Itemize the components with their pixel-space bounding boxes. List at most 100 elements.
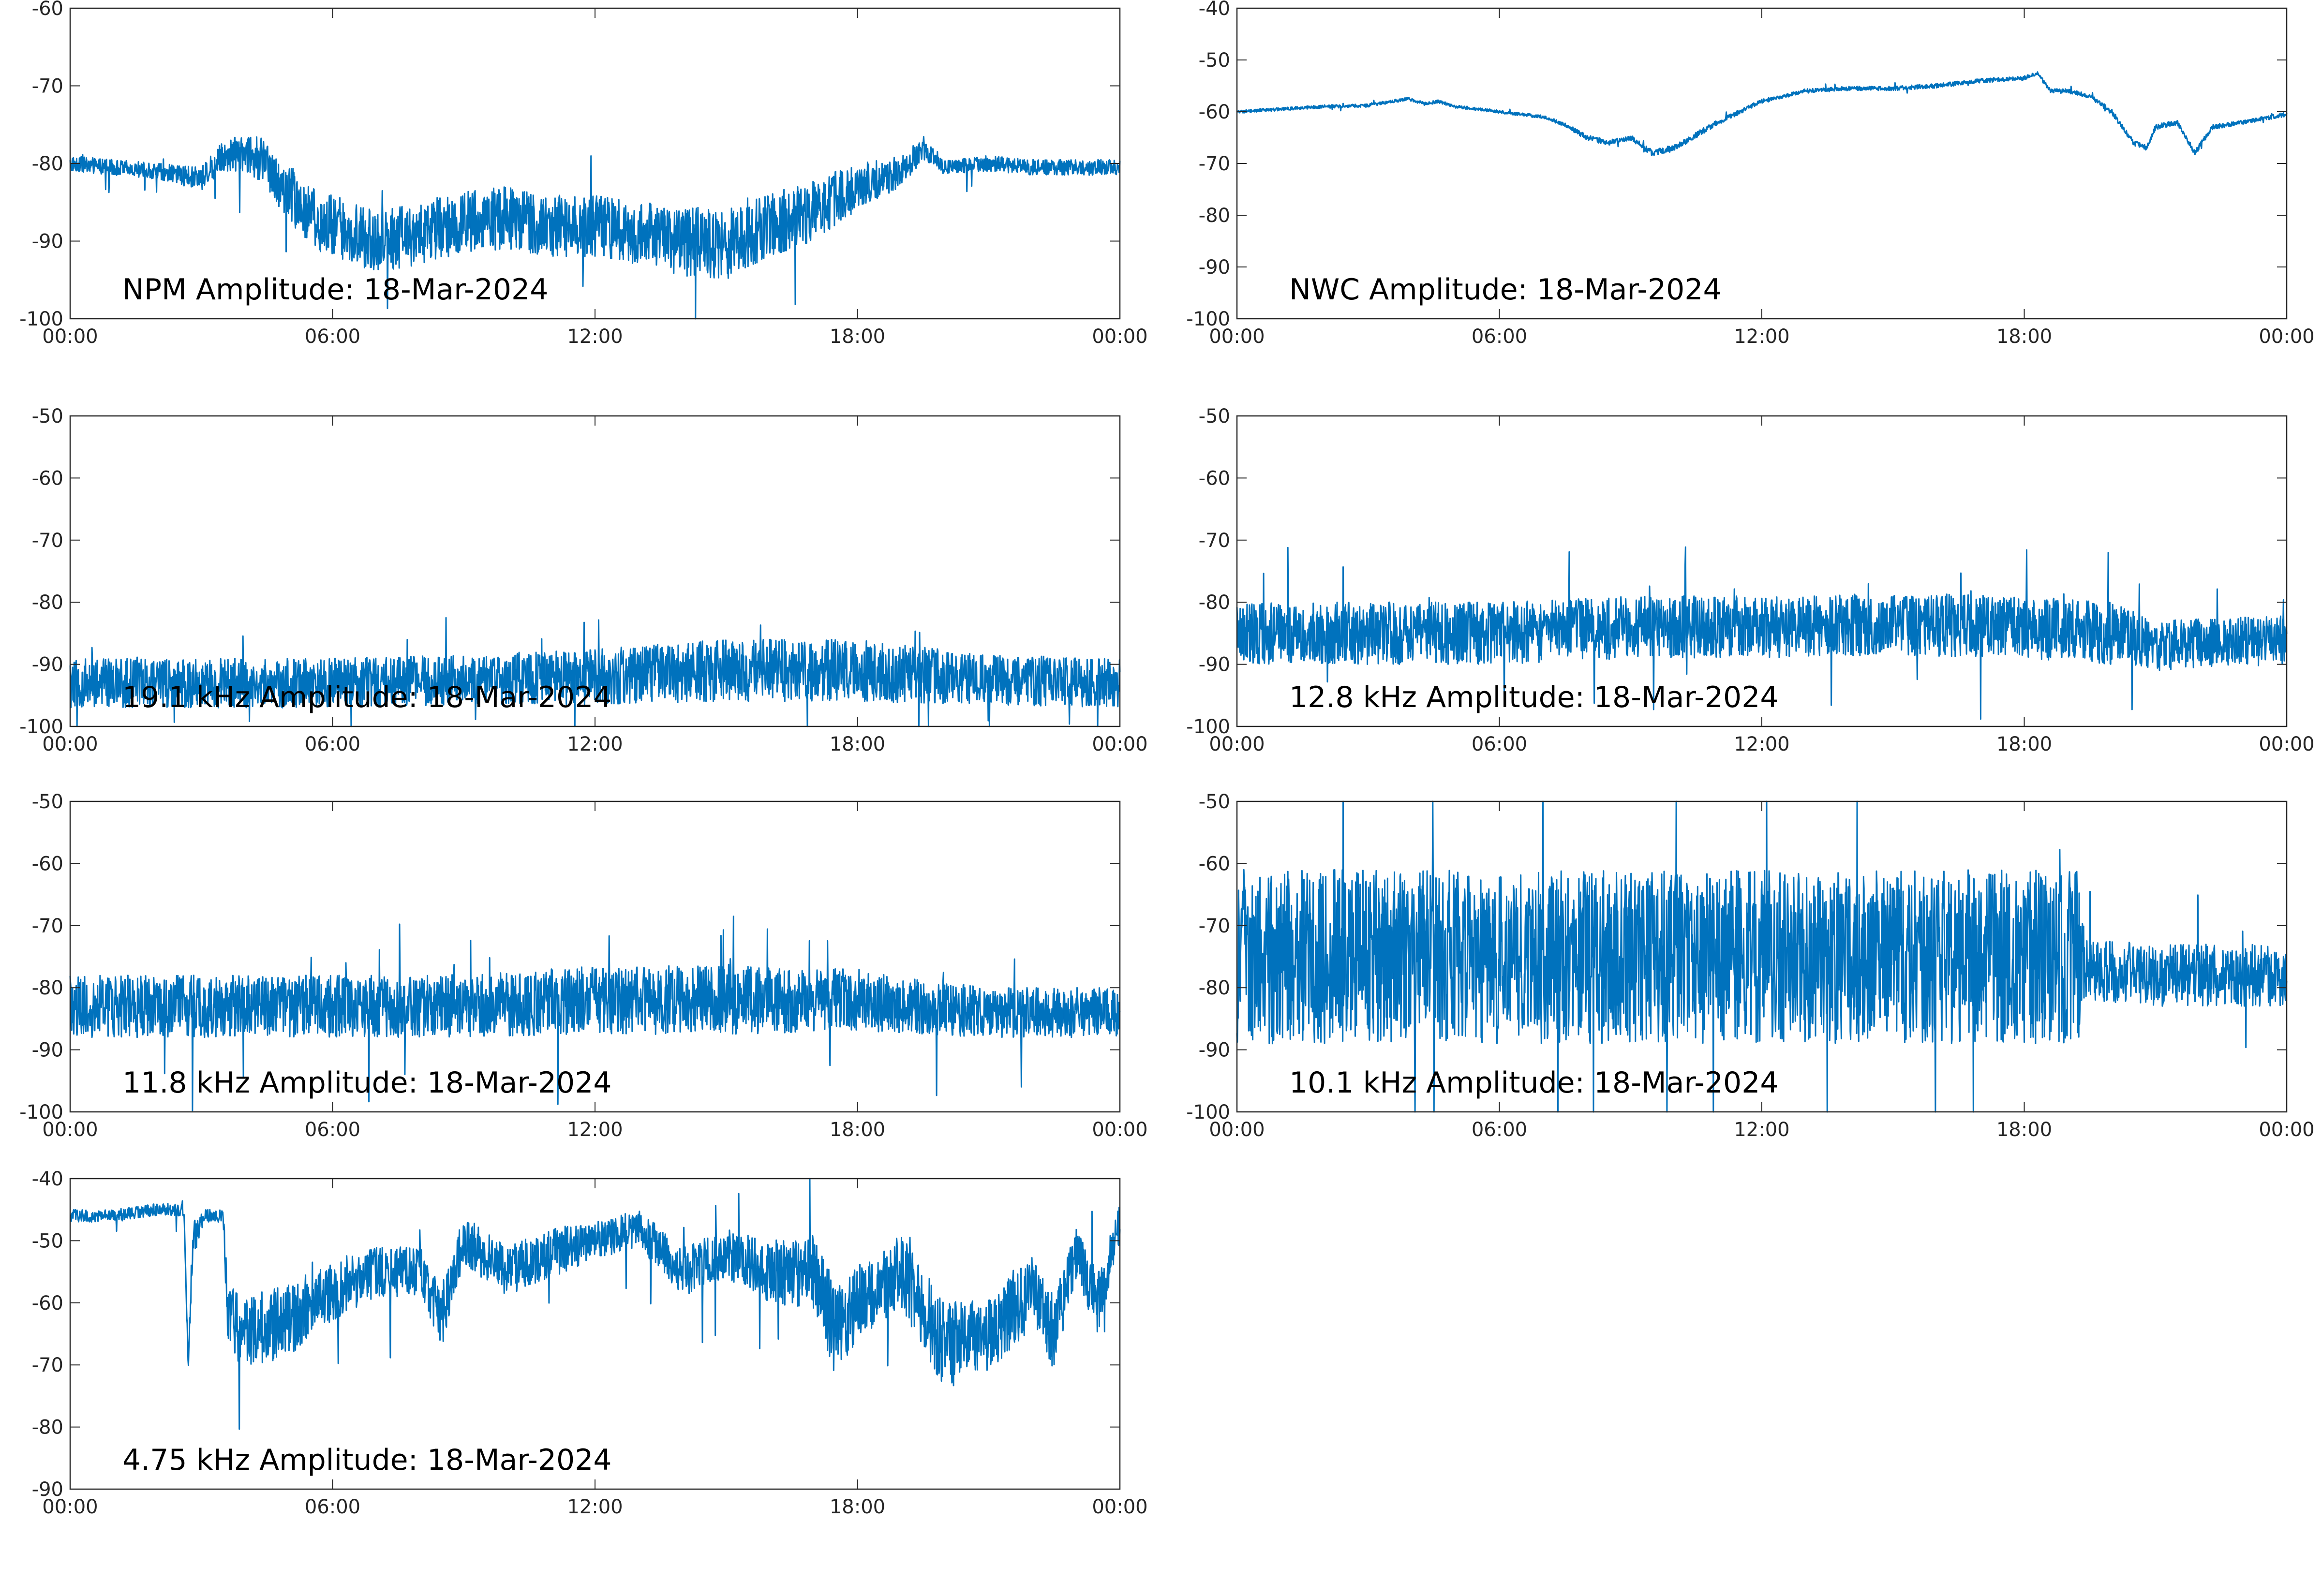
axes-box [69,800,1121,1113]
x-tick-label: 12:00 [1734,325,1789,348]
y-tick-label: -100 [1186,716,1230,738]
x-tick-label: 00:00 [1092,1119,1147,1141]
y-tick-label: -60 [32,467,63,489]
x-tick-label: 18:00 [1996,733,2052,755]
y-tick-label: -80 [32,153,63,175]
signal-trace [1236,800,2288,1113]
y-tick-label: -90 [32,231,63,253]
x-tick-label: 06:00 [305,733,360,755]
y-tick-label: -60 [32,0,63,20]
y-tick-label: -60 [1199,101,1230,123]
x-tick-label: 12:00 [1734,733,1789,755]
axes-box [1236,415,2288,727]
y-tick-label: -80 [32,977,63,999]
signal-trace [1236,71,2288,156]
y-tick-label: -100 [1186,1101,1230,1123]
chart-panel-6: 00:00 06:00 12:00 18:00 00:00 -50 -60 -70 -80 -90… [1186,791,2314,1141]
x-tick-label: 18:00 [830,325,885,348]
y-tick-label: -50 [32,1230,63,1252]
x-tick-label: 00:00 [1209,733,1265,755]
y-tick-label: -40 [1199,0,1230,20]
x-tick-label: 06:00 [1472,325,1527,348]
x-tick-label: 12:00 [567,325,623,348]
y-tick-label: -70 [1199,530,1230,552]
panel-title: 10.1 kHz Amplitude: 18-Mar-2024 [1289,1066,1779,1100]
x-tick-label: 00:00 [1092,733,1147,755]
x-tick-label: 00:00 [1092,1496,1147,1518]
panel-title: 11.8 kHz Amplitude: 18-Mar-2024 [122,1066,612,1100]
y-tick-label: -70 [32,1354,63,1376]
x-tick-label: 18:00 [1996,1119,2052,1141]
y-tick-label: -70 [1199,915,1230,937]
y-tick-label: -60 [32,1292,63,1315]
y-tick-label: -90 [32,1478,63,1501]
y-tick-label: -50 [32,791,63,813]
y-tick-label: -80 [1199,977,1230,999]
x-tick-label: 12:00 [1734,1119,1789,1141]
x-tick-label: 06:00 [305,325,360,348]
y-tick-label: -70 [32,75,63,98]
y-tick-label: -80 [32,1417,63,1439]
x-tick-label: 18:00 [830,1496,885,1518]
x-tick-label: 12:00 [567,1496,623,1518]
y-tick-label: -70 [1199,153,1230,175]
x-tick-label: 00:00 [1209,325,1265,348]
axes-box [1236,7,2288,320]
y-tick-label: -70 [32,530,63,552]
y-tick-label: -100 [19,308,63,330]
chart-panel-4: 00:00 06:00 12:00 18:00 00:00 -50 -60 -70 -80 -90… [1186,405,2314,755]
panel-title: 4.75 kHz Amplitude: 18-Mar-2024 [122,1443,612,1477]
y-tick-label: -90 [32,1039,63,1062]
panel-title: 12.8 kHz Amplitude: 18-Mar-2024 [1289,680,1779,714]
signal-trace [1236,546,2288,720]
y-tick-label: -100 [19,716,63,738]
signal-trace [69,617,1121,727]
y-tick-label: -50 [1199,49,1230,72]
x-tick-label: 00:00 [42,325,98,348]
chart-panel-7: 00:00 06:00 12:00 18:00 00:00 -40 -50 -60 -70 -80… [32,1168,1148,1518]
y-tick-label: -100 [1186,308,1230,330]
x-tick-label: 18:00 [1996,325,2052,348]
x-tick-label: 00:00 [1092,325,1147,348]
y-tick-label: -100 [19,1101,63,1123]
panel-title: NPM Amplitude: 18-Mar-2024 [122,273,548,307]
x-tick-label: 00:00 [2259,733,2314,755]
panel-title: 19.1 kHz Amplitude: 18-Mar-2024 [122,680,612,714]
x-tick-label: 00:00 [2259,325,2314,348]
signal-trace [69,916,1121,1111]
x-tick-label: 06:00 [305,1119,360,1141]
x-tick-label: 18:00 [830,733,885,755]
x-tick-label: 06:00 [305,1496,360,1518]
y-tick-label: -50 [1199,405,1230,428]
y-tick-label: -50 [32,405,63,428]
y-tick-label: -90 [32,654,63,676]
y-tick-label: -60 [1199,853,1230,875]
y-tick-label: -60 [32,853,63,875]
x-tick-label: 06:00 [1472,733,1527,755]
panel-title: NWC Amplitude: 18-Mar-2024 [1289,273,1722,307]
x-tick-label: 12:00 [567,1119,623,1141]
y-tick-label: -90 [1199,256,1230,279]
x-tick-label: 12:00 [567,733,623,755]
y-tick-label: -80 [32,591,63,614]
signal-trace [70,1178,1121,1430]
x-tick-label: 00:00 [1209,1119,1265,1141]
x-tick-label: 00:00 [42,733,98,755]
chart-panel-1: 00:00 06:00 12:00 18:00 00:00 -60 -70 -80 -90 -10… [19,0,1147,348]
x-tick-label: 00:00 [2259,1119,2314,1141]
x-tick-label: 06:00 [1472,1119,1527,1141]
y-tick-label: -90 [1199,1039,1230,1062]
y-tick-label: -80 [1199,205,1230,227]
x-tick-label: 18:00 [830,1119,885,1141]
chart-panel-3: 00:00 06:00 12:00 18:00 00:00 -50 -60 -70 -80 -90… [19,405,1147,755]
y-tick-label: -50 [1199,791,1230,813]
signal-trace [69,136,1121,320]
x-tick-label: 00:00 [42,1119,98,1141]
y-tick-label: -90 [1199,654,1230,676]
y-tick-label: -40 [32,1168,63,1190]
y-tick-label: -70 [32,915,63,937]
chart-panel-2: 00:00 06:00 12:00 18:00 00:00 -40 -50 -60 -70 -80… [1186,0,2314,348]
y-tick-label: -60 [1199,467,1230,489]
chart-panel-5: 00:00 06:00 12:00 18:00 00:00 -50 -60 -70 -80 -90… [19,791,1147,1141]
